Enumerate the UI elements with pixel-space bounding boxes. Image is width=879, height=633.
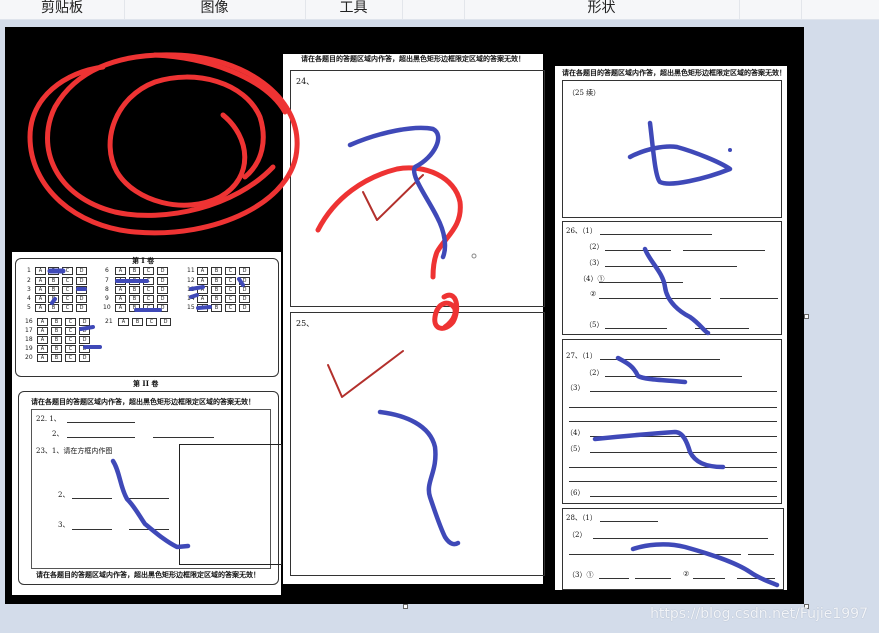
q24-frame xyxy=(290,70,545,307)
blue-stroke-q24 xyxy=(347,125,448,260)
section2-title: 第 II 卷 xyxy=(133,379,159,388)
blue-stroke-q23 xyxy=(110,458,191,550)
instruction-text: 请在各题目的答题区域内作答，超出黑色矩形边框限定区域的答案无效！ xyxy=(31,397,255,406)
bubble-mark-6 xyxy=(189,293,199,299)
check-mark-q25 xyxy=(327,350,404,398)
bubble-mark-4 xyxy=(189,285,205,291)
resize-handle-bottom[interactable] xyxy=(403,604,408,609)
red-scribble-circle-inner xyxy=(107,52,288,208)
blue-dot xyxy=(728,148,732,152)
ribbon-group-tools[interactable]: 工具 xyxy=(305,0,403,19)
ribbon-group-shapes[interactable]: 形状 xyxy=(464,0,740,19)
ribbon-group-image[interactable]: 图像 xyxy=(124,0,306,19)
blue-stroke-q27b xyxy=(592,429,726,470)
red-scribble-circle-outer xyxy=(27,52,300,236)
drawing-box xyxy=(179,444,282,565)
bubble-mark-10 xyxy=(50,297,57,305)
ribbon-group-spacer xyxy=(402,0,465,19)
bubble-mark-11 xyxy=(237,277,245,287)
blue-stroke-q27a xyxy=(615,355,688,385)
q25-frame xyxy=(290,312,545,576)
resize-handle-corner[interactable] xyxy=(804,604,809,609)
section2-frame xyxy=(18,391,279,585)
check-mark-q24 xyxy=(362,174,424,221)
q28-frame xyxy=(562,508,784,590)
watermark-text: https://blog.csdn.net/Fujie1997 xyxy=(650,606,868,622)
red-hook-mark xyxy=(315,165,463,280)
q22-23-frame xyxy=(31,409,271,569)
q27-frame xyxy=(562,339,782,504)
blue-stroke-q28 xyxy=(630,542,780,588)
bubble-mark-8 xyxy=(79,325,95,331)
small-gray-circle xyxy=(471,253,477,259)
section1-title: 第 I 卷 xyxy=(132,256,155,265)
ribbon-bar: 剪贴板 图像 工具 形状 xyxy=(0,0,879,20)
middle-header: 请在各题目的答题区域内作答，超出黑色矩形边框限定区域的答案无效！ xyxy=(301,54,525,63)
ribbon-group-extra xyxy=(739,0,802,19)
right-header: 请在各题目的答题区域内作答，超出黑色矩形边框限定区域的答案无效！ xyxy=(562,68,786,77)
red-loop-mark xyxy=(432,292,460,331)
bubble-mark-7 xyxy=(196,305,212,310)
answer-sheet-middle: 请在各题目的答题区域内作答，超出黑色矩形边框限定区域的答案无效！ 24、 25、 xyxy=(283,54,545,584)
q25cont-frame xyxy=(562,80,782,218)
section1-frame xyxy=(15,258,279,377)
drawing-overlay[interactable] xyxy=(5,27,804,604)
paint-canvas[interactable]: 第 I 卷 1 A B C D 2 A B C D 3 A B C D 4 A … xyxy=(5,27,804,604)
blue-stroke-q26 xyxy=(642,246,711,336)
q26-frame xyxy=(562,221,782,335)
answer-sheet-right: 请在各题目的答题区域内作答，超出黑色矩形边框限定区域的答案无效！ （25 续） … xyxy=(555,66,787,590)
resize-handle-right[interactable] xyxy=(804,314,809,319)
ribbon-group-clipboard[interactable]: 剪贴板 xyxy=(0,0,125,19)
blue-stroke-q25 xyxy=(377,409,461,547)
blue-stroke-q25cont xyxy=(627,120,733,186)
